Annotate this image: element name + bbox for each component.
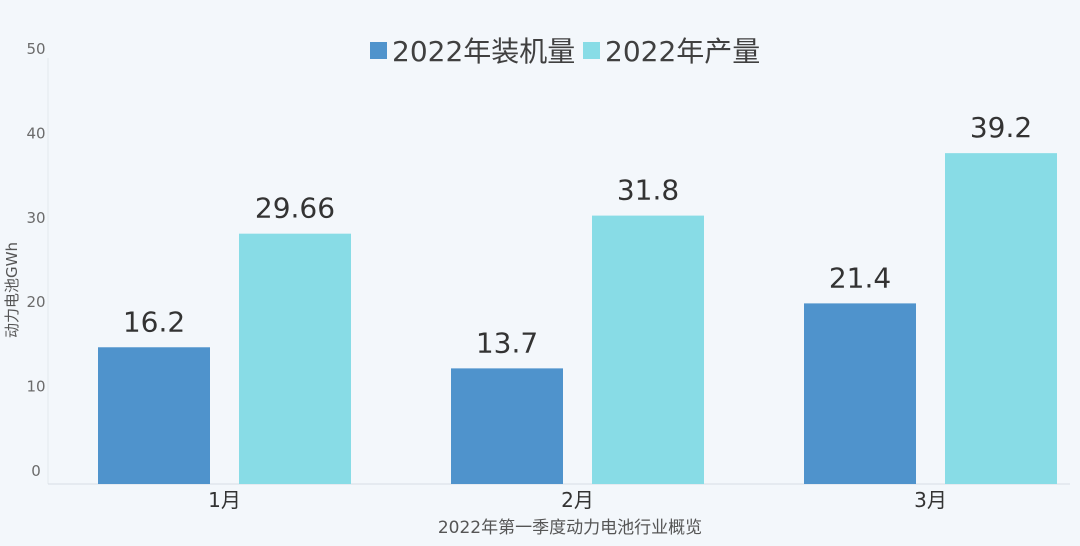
x-axis-title: 2022年第一季度动力电池行业概览 [438, 518, 702, 538]
bar-value-label: 29.66 [255, 192, 335, 225]
legend-label-production: 2022年产量 [605, 35, 760, 68]
y-tick-label: 0 [31, 462, 41, 480]
bar-value-label: 39.2 [970, 111, 1032, 144]
legend-label-installed: 2022年装机量 [392, 35, 575, 68]
y-ticks: 0 10 20 30 40 50 [26, 40, 45, 480]
x-tick-label: 1月 [208, 488, 241, 512]
legend-swatch-installed [370, 42, 387, 59]
y-tick-label: 10 [26, 378, 45, 396]
bar [239, 233, 351, 484]
bar [451, 368, 563, 484]
bars [98, 153, 1057, 485]
legend: 2022年装机量 2022年产量 [370, 35, 760, 68]
bar-value-label: 13.7 [476, 326, 538, 359]
bar [98, 347, 210, 484]
y-tick-label: 20 [26, 293, 45, 311]
x-tick-label: 2月 [561, 488, 594, 512]
value-labels: 16.2 29.66 13.7 31.8 21.4 39.2 [123, 111, 1032, 359]
y-tick-label: 50 [26, 40, 45, 58]
bar-value-label: 21.4 [829, 261, 891, 294]
bar-value-label: 31.8 [617, 174, 679, 207]
x-ticks: 1月 2月 3月 [208, 488, 947, 512]
x-tick-label: 3月 [914, 488, 947, 512]
bar [592, 215, 704, 484]
bar [945, 153, 1057, 485]
y-axis-title: 动力电池GWh [3, 242, 21, 338]
bar-value-label: 16.2 [123, 305, 185, 338]
y-tick-label: 40 [26, 124, 45, 142]
bar [804, 303, 916, 484]
y-tick-label: 30 [26, 209, 45, 227]
legend-swatch-production [583, 42, 600, 59]
